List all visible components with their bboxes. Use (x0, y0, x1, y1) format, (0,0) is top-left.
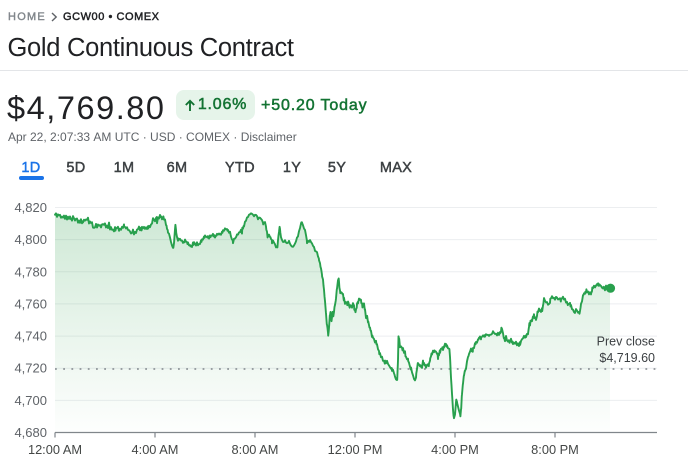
svg-text:12:00 AM: 12:00 AM (28, 442, 82, 457)
svg-text:4,800: 4,800 (14, 232, 47, 247)
svg-text:Prev close: Prev close (597, 335, 655, 349)
svg-text:4:00 AM: 4:00 AM (132, 442, 179, 457)
svg-text:4,780: 4,780 (14, 264, 47, 279)
svg-text:4,820: 4,820 (14, 200, 47, 215)
svg-text:8:00 PM: 8:00 PM (531, 442, 579, 457)
svg-text:4:00 PM: 4:00 PM (431, 442, 479, 457)
svg-text:4,740: 4,740 (14, 329, 47, 344)
svg-text:12:00 PM: 12:00 PM (328, 442, 383, 457)
svg-text:8:00 AM: 8:00 AM (232, 442, 279, 457)
svg-text:$4,719.60: $4,719.60 (599, 351, 655, 365)
svg-text:4,720: 4,720 (14, 361, 47, 376)
svg-text:4,700: 4,700 (14, 393, 47, 408)
svg-text:4,680: 4,680 (14, 425, 47, 440)
svg-text:4,760: 4,760 (14, 296, 47, 311)
